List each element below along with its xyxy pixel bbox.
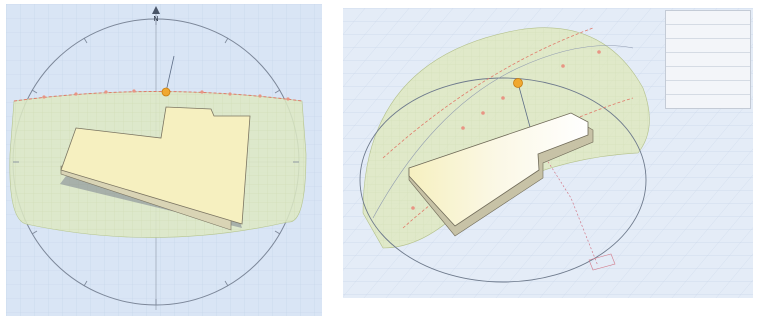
info-row bbox=[666, 11, 750, 25]
info-row bbox=[666, 67, 750, 81]
info-row bbox=[666, 25, 750, 39]
shadow-indicator bbox=[588, 253, 616, 271]
info-panel bbox=[665, 10, 751, 109]
north-indicator[interactable]: N bbox=[152, 6, 160, 23]
svg-text:N: N bbox=[153, 15, 158, 23]
horizon-circle bbox=[359, 77, 647, 283]
solstice-curve bbox=[13, 91, 303, 102]
dome-meridian bbox=[372, 45, 634, 219]
info-row bbox=[666, 53, 750, 67]
info-row bbox=[666, 95, 750, 108]
sun-marker[interactable] bbox=[161, 87, 171, 97]
sun-path-top-canvas: N bbox=[6, 4, 322, 316]
info-row bbox=[666, 39, 750, 53]
hour-markers bbox=[42, 89, 290, 101]
sun-path-top-view[interactable]: N bbox=[6, 4, 322, 316]
building-3d[interactable] bbox=[408, 112, 589, 227]
info-row bbox=[666, 81, 750, 95]
building-footprint[interactable] bbox=[60, 106, 251, 225]
compass-ticks bbox=[13, 19, 299, 305]
sun-marker-3d[interactable] bbox=[513, 78, 523, 88]
dome-hour-markers bbox=[411, 50, 601, 210]
sun-path-3d-view[interactable] bbox=[343, 8, 753, 298]
sun-vector bbox=[165, 55, 175, 93]
